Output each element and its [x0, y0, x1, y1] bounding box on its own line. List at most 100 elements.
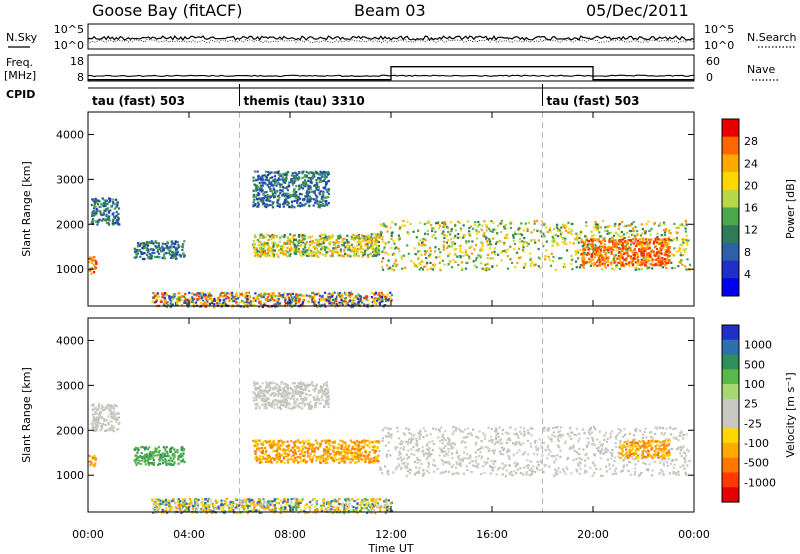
echo-cell: [307, 384, 310, 388]
echo-cell: [338, 461, 341, 464]
echo-cell: [90, 460, 93, 463]
echo-cell: [625, 259, 628, 262]
echo-cell: [638, 268, 641, 271]
echo-cell: [676, 239, 679, 242]
echo-cell: [278, 205, 281, 208]
echo-cell: [592, 234, 596, 237]
echo-cell: [269, 200, 272, 203]
echo-cell: [340, 293, 343, 296]
echo-cell: [326, 239, 329, 242]
echo-cell: [656, 239, 659, 242]
echo-cell: [633, 257, 636, 260]
echo-cell: [163, 257, 167, 260]
echo-cell: [287, 196, 290, 199]
echo-cell: [89, 257, 92, 260]
echo-cell: [660, 252, 663, 255]
echo-cell: [472, 260, 475, 263]
echo-cell: [376, 446, 379, 449]
echo-cell: [628, 265, 631, 268]
echo-cell: [645, 261, 648, 264]
echo-cell: [576, 251, 579, 254]
echo-cell: [284, 394, 287, 397]
echo-cell: [291, 200, 294, 203]
echo-cell: [298, 298, 301, 301]
echo-cell: [356, 295, 359, 298]
echo-cell: [370, 296, 373, 299]
echo-cell: [265, 253, 268, 257]
echo-cell: [500, 230, 503, 233]
echo-cell: [626, 253, 629, 256]
freq-unit-label: [MHz]: [4, 69, 36, 82]
echo-cell: [259, 302, 262, 305]
echo-cell: [316, 443, 319, 446]
echo-cell: [273, 191, 276, 194]
echo-cell: [334, 297, 337, 300]
echo-cell: [360, 445, 363, 449]
echo-cell: [666, 246, 669, 249]
echo-cell: [636, 234, 639, 237]
echo-cell: [331, 295, 334, 298]
echo-cell: [141, 459, 144, 462]
echo-cell: [372, 456, 375, 460]
echo-cell: [499, 222, 502, 225]
echo-cell: [668, 472, 671, 475]
echo-cell: [97, 406, 100, 410]
echo-cell: [184, 298, 187, 301]
echo-cell: [153, 296, 156, 299]
echo-cell: [134, 454, 137, 457]
echo-cell: [316, 249, 320, 252]
echo-cell: [177, 243, 180, 246]
echo-cell: [387, 253, 390, 256]
echo-cell: [246, 292, 250, 295]
echo-cell: [628, 432, 632, 435]
echo-cell: [261, 403, 264, 406]
echo-cell: [286, 445, 289, 448]
echo-cell: [649, 254, 652, 257]
noise-traces: [87, 35, 695, 44]
echo-cell: [110, 420, 113, 423]
echo-cell: [640, 254, 643, 257]
echo-cell: [134, 250, 137, 253]
echo-cell: [147, 462, 150, 465]
echo-cell: [174, 249, 178, 252]
echo-cell: [271, 446, 274, 449]
echo-cell: [285, 385, 288, 388]
echo-cell: [589, 259, 593, 262]
echo-cell: [259, 236, 262, 239]
echo-cell: [503, 227, 506, 230]
echo-cell: [301, 444, 304, 448]
echo-cell: [621, 249, 624, 253]
echo-cell: [335, 451, 338, 454]
echo-cell: [258, 387, 261, 390]
echo-cell: [477, 220, 480, 224]
echo-cell: [209, 296, 212, 299]
echo-cell: [104, 406, 107, 409]
echo-cell: [476, 464, 479, 467]
echo-cell: [420, 244, 424, 247]
echo-cell: [395, 246, 398, 249]
echo-cell: [314, 241, 317, 244]
echo-cell: [263, 241, 266, 244]
echo-cell: [321, 439, 325, 442]
echo-cell: [269, 402, 272, 405]
echo-cell: [175, 300, 178, 303]
echo-cell: [497, 253, 500, 256]
echo-cell: [481, 224, 484, 227]
echo-cell: [289, 193, 292, 196]
echo-cell: [299, 385, 302, 389]
echo-cell: [264, 293, 267, 296]
echo-cell: [307, 448, 310, 451]
echo-cell: [349, 449, 352, 452]
echo-cell: [321, 391, 324, 394]
echo-cell: [492, 228, 495, 231]
echo-cell: [454, 261, 457, 264]
echo-cell: [173, 254, 176, 257]
echo-cell: [394, 259, 397, 262]
echo-cell: [282, 394, 286, 397]
echo-cell: [466, 220, 469, 223]
echo-cell: [614, 231, 617, 234]
echo-cell: [265, 449, 268, 452]
echo-cell: [645, 222, 648, 226]
echo-cell: [265, 457, 269, 460]
echo-cell: [160, 456, 163, 459]
